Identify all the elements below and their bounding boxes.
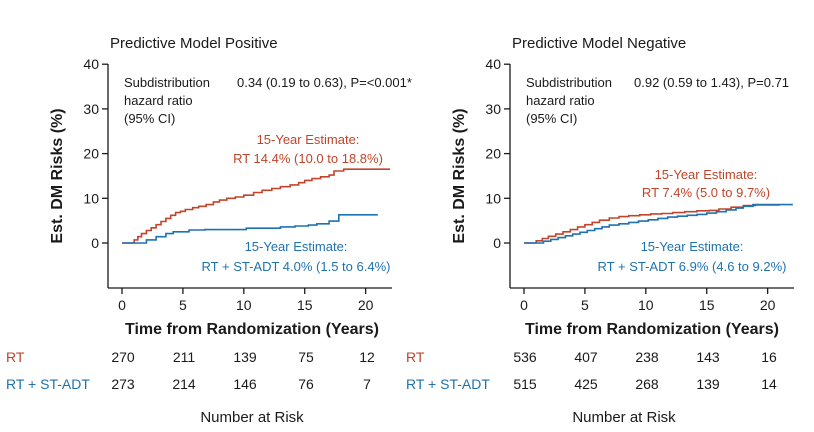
y-tick-label: 30 [83,101,99,117]
x-tick-label: 15 [699,297,715,313]
hazard-ratio-label: (95% CI) [124,111,175,126]
x-tick-label: 5 [179,297,187,313]
panel-title: Predictive Model Positive [110,35,278,52]
estimate-heading: 15-Year Estimate: [641,239,744,254]
y-tick-label: 40 [83,56,99,72]
risk-row-label-rt: RT [6,349,25,365]
y-tick-label: 20 [485,146,501,162]
x-tick-label: 10 [236,297,252,313]
risk-value: 536 [513,349,537,365]
x-tick-label: 0 [118,297,126,313]
panel-title: Predictive Model Negative [512,35,686,52]
risk-value: 76 [298,376,314,392]
risk-value: 238 [635,349,659,365]
risk-value: 273 [111,376,135,392]
hazard-ratio-label: hazard ratio [124,93,193,108]
risk-value: 14 [761,376,777,392]
risk-value: 214 [172,376,196,392]
risk-value: 16 [761,349,777,365]
panel-predictive-model-negative: Predictive Model Negative 0 10 20 30 40 0 5 10 15… [406,35,794,426]
risk-value: 7 [363,376,371,392]
y-tick-label: 10 [485,190,501,206]
risk-value: 270 [111,349,135,365]
x-tick-label: 5 [581,297,589,313]
x-tick-label: 0 [520,297,528,313]
risk-value: 139 [696,376,720,392]
series-line-rt-st-adt [524,203,793,244]
estimate-text: RT + ST-ADT 6.9% (4.6 to 9.2%) [598,259,787,274]
panel-predictive-model-positive: Predictive Model Positive 0 10 20 30 40 0 5 10 15… [6,35,412,426]
estimate-text: RT 14.4% (10.0 to 18.8%) [233,151,383,166]
risk-row-label-rt-st-adt: RT + ST-ADT [406,376,490,392]
y-axis-label: Est. DM Risks (%) [451,108,468,243]
x-axis-label: Time from Randomization (Years) [525,321,779,338]
risk-row-label-rt: RT [406,349,425,365]
x-axis-label: Time from Randomization (Years) [125,321,379,338]
hazard-ratio-label: (95% CI) [526,111,577,126]
risk-value: 146 [233,376,257,392]
hazard-ratio-label: Subdistribution [526,75,612,90]
series-line-rt-st-adt [122,214,378,244]
hazard-ratio-value: 0.34 (0.19 to 0.63), P=<0.001* [237,75,412,90]
risk-value: 143 [696,349,720,365]
risk-value: 425 [574,376,598,392]
x-tick-label: 15 [297,297,313,313]
risk-value: 515 [513,376,537,392]
risk-value: 407 [574,349,598,365]
risk-value: 139 [233,349,257,365]
risk-value: 75 [298,349,314,365]
y-tick-label: 10 [83,190,99,206]
hazard-ratio-label: Subdistribution [124,75,210,90]
estimate-text: RT 7.4% (5.0 to 9.7%) [642,185,770,200]
number-at-risk-title: Number at Risk [200,409,304,426]
y-tick-label: 40 [485,56,501,72]
x-tick-label: 10 [638,297,654,313]
estimate-heading: 15-Year Estimate: [245,239,348,254]
risk-value: 12 [359,349,375,365]
number-at-risk-title: Number at Risk [572,409,676,426]
x-tick-label: 20 [358,297,374,313]
y-tick-label: 0 [91,235,99,251]
estimate-heading: 15-Year Estimate: [257,132,360,147]
estimate-heading: 15-Year Estimate: [655,167,758,182]
y-axis-label: Est. DM Risks (%) [49,108,66,243]
hazard-ratio-value: 0.92 (0.59 to 1.43), P=0.71 [634,75,789,90]
risk-row-label-rt-st-adt: RT + ST-ADT [6,376,90,392]
y-tick-label: 20 [83,146,99,162]
x-tick-label: 20 [760,297,776,313]
risk-value: 268 [635,376,659,392]
y-tick-label: 30 [485,101,501,117]
series-line-rt [524,204,780,244]
risk-value: 211 [173,349,196,365]
estimate-text: RT + ST-ADT 4.0% (1.5 to 6.4%) [202,259,391,274]
hazard-ratio-label: hazard ratio [526,93,595,108]
series-line-rt [122,168,390,244]
y-tick-label: 0 [493,235,501,251]
